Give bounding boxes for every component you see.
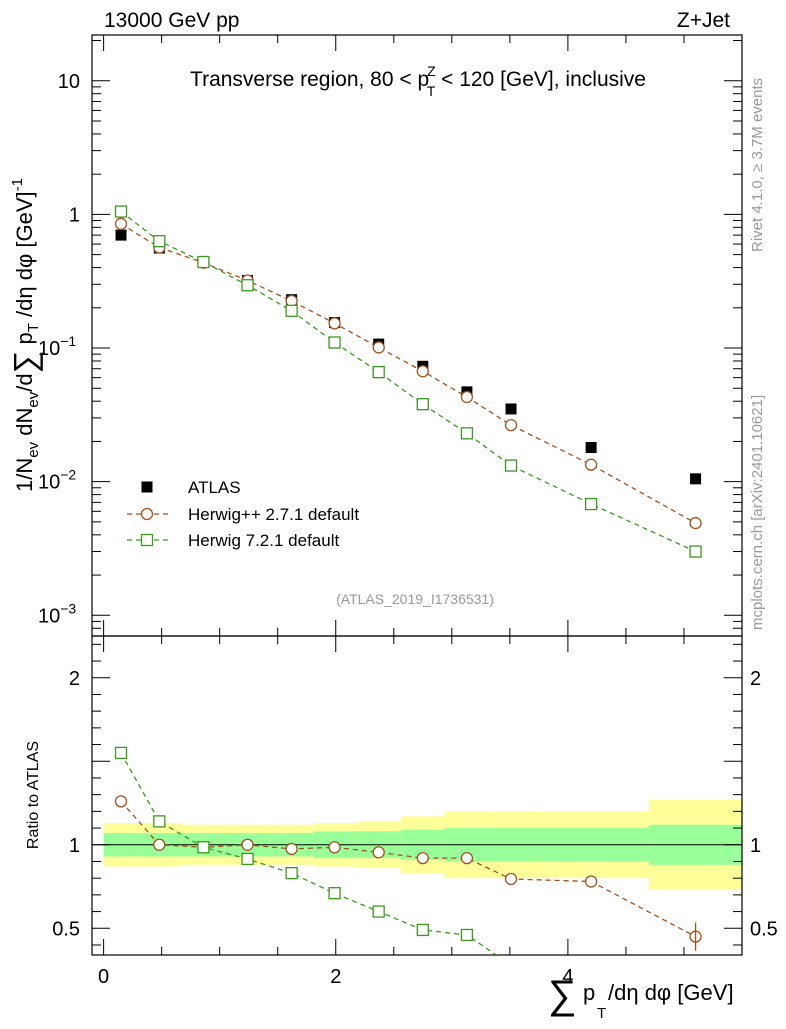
h7-ratio-point-1	[153, 815, 166, 828]
hpp-main-point-8	[460, 390, 474, 404]
h7-ratio-point-7	[416, 923, 429, 937]
ratio-markers	[114, 746, 702, 976]
h7-ratio-point-10	[586, 965, 597, 976]
hpp-ratio-line	[120, 800, 696, 938]
main-lines	[120, 211, 696, 553]
legend: ATLAS Herwig++ 2.7.1 default Herwig 7.2.1 …	[127, 478, 359, 550]
hpp-ratio-point-4	[285, 842, 298, 856]
h7-main-point-6	[372, 365, 385, 379]
legend-atlas-marker	[141, 481, 153, 493]
hpp-main-point-10	[584, 458, 598, 471]
x-axis-label: ∑ p T /dη dφ [GeV]	[548, 973, 734, 1022]
atlas-point-0	[115, 229, 127, 241]
ratio-lines	[120, 752, 696, 955]
x-tick-label-0: 0	[98, 966, 109, 988]
svg-text:1/Nev dNev/d∑ pT /dη dφ [GeV]: 1/Nev dNev/d∑ pT /dη dφ [GeV]-1	[7, 178, 43, 492]
atlas-point-9	[505, 403, 517, 415]
hpp-main-point-11	[689, 516, 702, 530]
hpp-main-point-7	[416, 365, 429, 378]
main-ylabel: 1/Nev dNev/d∑ pT /dη dφ [GeV]-1	[7, 178, 43, 492]
hpp-main-point-5	[328, 317, 341, 330]
x-tick-label-2: 2	[330, 966, 341, 988]
svg-text:/dη dφ [GeV]: /dη dφ [GeV]	[608, 980, 734, 1005]
mcplots-label: mcplots.cern.ch [arXiv:2401.10621]	[749, 395, 766, 630]
h7-main-point-2	[197, 255, 210, 269]
hpp-ratio-point-9	[504, 872, 518, 886]
h7-ratio-point-5	[328, 887, 341, 900]
svg-text:∑: ∑	[548, 973, 577, 1017]
main-markers	[114, 205, 702, 558]
h7-main-point-0	[114, 205, 128, 218]
legend-hpp-marker	[140, 507, 154, 521]
h7-ratio-point-9	[506, 960, 517, 971]
atlas-point-10	[585, 442, 597, 454]
x-tick-label-4: 4	[562, 966, 573, 988]
header-right: Z+Jet	[677, 9, 730, 32]
markers	[114, 205, 702, 976]
h7-main-line	[120, 211, 696, 553]
hpp-ratio-point-3	[241, 838, 254, 851]
hpp-ratio-point-8	[460, 851, 474, 865]
plot-title: Transverse region, 80 < pZ T < 120 [GeV],…	[190, 63, 646, 99]
hpp-ratio-point-10	[584, 875, 598, 888]
h7-ratio-point-6	[372, 905, 385, 918]
y-tick-label-10: 10	[58, 71, 80, 93]
h7-main-point-1	[153, 235, 166, 248]
svg-text:T: T	[597, 1005, 606, 1022]
y-tick-label-1: 1	[69, 204, 80, 226]
ratio-tick-label-left-1: 1	[69, 835, 80, 857]
ratio-tick-label-right-2: 2	[750, 668, 761, 690]
y-tick-label-10^-2: 10−2	[38, 467, 76, 494]
hpp-ratio-point-5	[328, 841, 341, 854]
legend-h7-label: Herwig 7.2.1 default	[188, 531, 339, 550]
ratio-tick-label-right-0.5: 0.5	[750, 918, 778, 940]
h7-main-point-5	[328, 336, 341, 349]
hpp-ratio-point-0	[114, 795, 128, 808]
h7-ratio-point-0	[114, 746, 128, 760]
hpp-main-line	[120, 223, 696, 524]
ratio-tick-label-right-1: 1	[750, 835, 761, 857]
legend-atlas-label: ATLAS	[188, 478, 241, 497]
ratio-ylabel: Ratio to ATLAS	[25, 741, 42, 849]
legend-hpp-label: Herwig++ 2.7.1 default	[188, 505, 359, 524]
h7-main-point-3	[241, 279, 254, 292]
h7-ratio-point-3	[241, 852, 254, 866]
header-left: 13000 GeV pp	[104, 9, 239, 32]
hpp-main-point-6	[372, 341, 385, 354]
series-lines	[120, 211, 696, 955]
hpp-ratio-point-7	[416, 851, 429, 865]
y-tick-label-10^-1: 10−1	[38, 333, 76, 360]
svg-text:p: p	[583, 980, 595, 1005]
rivet-label: Rivet 4.1.0, ≥ 3.7M events	[749, 78, 766, 252]
h7-main-point-4	[285, 304, 298, 317]
atlas-point-11	[690, 473, 702, 485]
h7-main-point-8	[460, 427, 474, 440]
hpp-ratio-point-6	[372, 846, 385, 859]
h7-main-point-11	[689, 545, 702, 558]
hpp-main-point-9	[504, 418, 518, 432]
legend-h7-marker	[140, 533, 154, 547]
y-tick-label-10^-3: 10−3	[38, 600, 76, 627]
ratio-tick-label-left-0.5: 0.5	[52, 918, 80, 940]
h7-main-point-10	[584, 497, 598, 511]
h7-ratio-point-2	[197, 841, 210, 854]
hpp-ratio-point-1	[153, 838, 166, 851]
h7-ratio-point-8	[460, 928, 474, 942]
h7-main-point-7	[416, 398, 429, 411]
h7-main-point-9	[504, 459, 518, 472]
h7-ratio-point-4	[285, 867, 298, 880]
ratio-frame	[91, 635, 743, 956]
ratio-tick-label-left-2: 2	[69, 668, 80, 690]
h7-ratio-line	[120, 752, 498, 955]
analysis-ref: (ATLAS_2019_I1736531)	[336, 591, 494, 607]
hpp-main-point-0	[114, 217, 128, 230]
